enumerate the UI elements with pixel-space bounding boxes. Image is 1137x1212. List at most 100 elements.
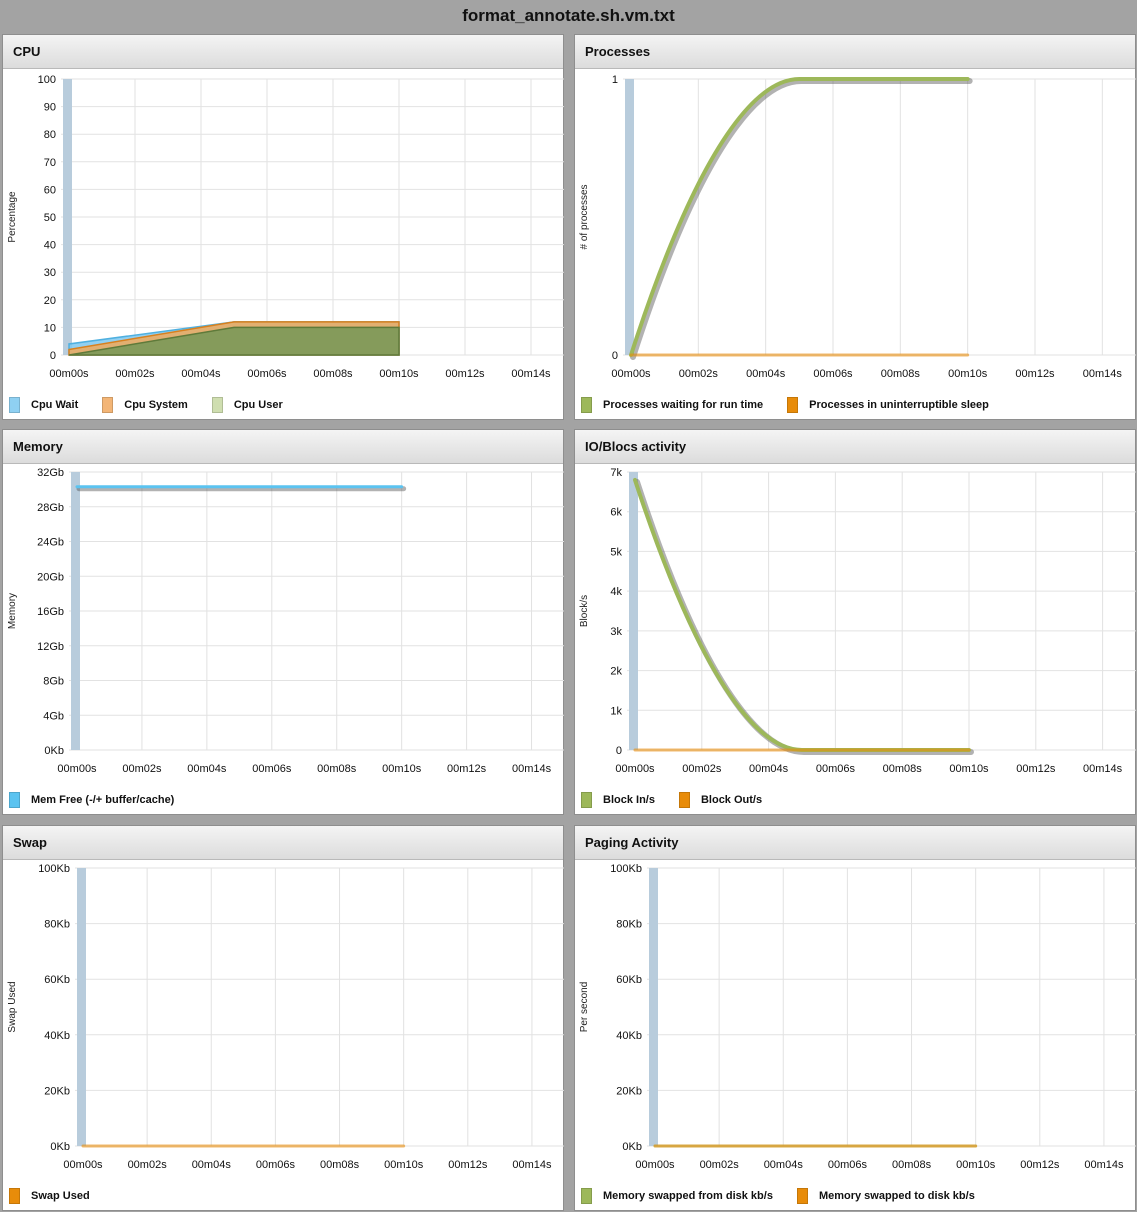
x-tick-label: 00m14s: [1084, 1159, 1124, 1171]
x-tick-label: 00m06s: [256, 1159, 296, 1171]
legend-item-swapped-from-disk: Memory swapped from disk kb/s: [581, 1188, 773, 1204]
panel-header: Swap: [3, 826, 563, 860]
panel-title: IO/Blocs activity: [585, 439, 687, 454]
x-tick-label: 00m00s: [49, 368, 89, 380]
y-tick-label: 20Kb: [616, 1085, 642, 1097]
y-tick-label: 32Gb: [37, 467, 64, 479]
paging-chart: 0Kb 20Kb 40Kb 60Kb 80Kb 100Kb 00m00s 00m02s 00m0…: [579, 863, 1136, 1171]
x-tick-label: 00m14s: [1083, 368, 1123, 380]
legend-swatch: [787, 397, 799, 413]
x-tick-label: 00m10s: [379, 368, 419, 380]
y-tick-label: 100Kb: [610, 863, 642, 875]
y-tick-label: 5k: [610, 546, 622, 558]
y-tick-label: 6k: [610, 507, 622, 519]
legend-label: Processes in uninterruptible sleep: [809, 399, 989, 411]
x-tick-label: 00m14s: [1083, 763, 1123, 775]
y-tick-label: 20Gb: [37, 571, 64, 583]
series-line: [629, 77, 970, 357]
x-tick-label: 00m14s: [511, 368, 551, 380]
legend-item-block-in: Block In/s: [581, 792, 655, 808]
x-tick-label: 00m02s: [682, 763, 722, 775]
x-tick-label: 00m04s: [181, 368, 221, 380]
processes-panel: Processes 0 1 00m00s 00m02s 00m04s 00m06s 00m0…: [574, 34, 1136, 420]
x-tick-label: 00m06s: [816, 763, 856, 775]
legend: Processes waiting for run time Processes…: [581, 396, 1013, 414]
panel-header: Memory: [3, 430, 563, 464]
panel-header: Processes: [575, 35, 1135, 69]
start-marker-bar: [71, 472, 80, 750]
memory-chart: 0Kb 4Gb 8Gb 12Gb 16Gb 20Gb 24Gb 28Gb 32Gb 00m00s 0…: [7, 467, 564, 775]
panel-header: CPU: [3, 35, 563, 69]
panel-title: Memory: [13, 439, 63, 454]
legend-swatch: [211, 397, 223, 413]
x-tick-label: 00m10s: [382, 763, 422, 775]
x-tick-label: 00m14s: [512, 1159, 552, 1171]
y-tick-label: 28Gb: [37, 502, 64, 514]
x-tick-label: 00m08s: [892, 1159, 932, 1171]
start-marker-bar: [63, 79, 72, 355]
x-tick-label: 00m08s: [313, 368, 353, 380]
y-tick-label: 20Kb: [44, 1085, 70, 1097]
panel-title: CPU: [13, 44, 41, 59]
legend-item-cpu-wait: Cpu Wait: [9, 397, 78, 413]
legend-swatch: [9, 397, 20, 413]
y-tick-label: 16Gb: [37, 606, 64, 618]
legend-swatch: [9, 1188, 20, 1204]
legend-label: Block In/s: [603, 794, 655, 806]
legend-item-run-time: Processes waiting for run time: [581, 397, 763, 413]
x-tick-label: 00m04s: [764, 1159, 804, 1171]
start-marker-bar: [649, 868, 658, 1146]
x-tick-label: 00m08s: [320, 1159, 360, 1171]
x-tick-label: 00m10s: [384, 1159, 424, 1171]
x-tick-label: 00m10s: [956, 1159, 996, 1171]
x-tick-label: 00m06s: [828, 1159, 868, 1171]
x-tick-label: 00m08s: [883, 763, 923, 775]
panel-title: Processes: [585, 44, 651, 59]
x-tick-label: 00m12s: [447, 763, 487, 775]
io-chart: 0 1k 2k 3k 4k 5k 6k 7k 00m00s 00m02s 00m04s 00m06s 0…: [579, 467, 1136, 775]
y-tick-label: 80Kb: [616, 919, 642, 931]
legend-swatch: [678, 792, 690, 808]
legend-item-swapped-to-disk: Memory swapped to disk kb/s: [796, 1188, 975, 1204]
y-tick-label: 0Kb: [50, 1141, 70, 1153]
swap-chart: 0Kb 20Kb 40Kb 60Kb 80Kb 100Kb 00m00s 00m02s 00m0…: [7, 863, 564, 1171]
legend-item-cpu-system: Cpu System: [102, 397, 188, 413]
panel-title: Swap: [13, 835, 47, 850]
x-tick-label: 00m10s: [948, 368, 988, 380]
y-tick-label: 50: [44, 212, 56, 224]
y-axis-title: Memory: [7, 593, 18, 629]
y-tick-label: 70: [44, 157, 56, 169]
y-axis-title: # of processes: [579, 184, 590, 249]
x-tick-label: 00m00s: [615, 763, 655, 775]
y-tick-label: 0: [50, 350, 56, 362]
x-tick-label: 00m06s: [247, 368, 287, 380]
legend: Memory swapped from disk kb/s Memory swa…: [581, 1187, 999, 1205]
legend-item-swap-used: Swap Used: [9, 1188, 90, 1204]
y-axis-title: Swap Used: [7, 981, 18, 1032]
series-area: [68, 326, 400, 356]
legend-label: Cpu User: [233, 399, 283, 411]
legend-label: Block Out/s: [700, 794, 763, 806]
x-tick-label: 00m02s: [679, 368, 719, 380]
x-tick-label: 00m04s: [749, 763, 789, 775]
y-tick-label: 60Kb: [616, 974, 642, 986]
y-tick-label: 10: [44, 322, 56, 334]
x-tick-label: 00m04s: [192, 1159, 232, 1171]
legend-label: Memory swapped from disk kb/s: [603, 1190, 773, 1202]
y-tick-label: 7k: [610, 467, 622, 479]
start-marker-bar: [77, 868, 86, 1146]
cpu-chart: 0 10 20 30 40 50 60 70 80 90 100 00m00s 00m02s 00m04s…: [7, 74, 564, 380]
legend-item-block-out: Block Out/s: [678, 792, 763, 808]
y-tick-label: 100: [38, 74, 56, 86]
legend-swatch: [102, 397, 114, 413]
y-tick-label: 100Kb: [38, 863, 70, 875]
y-tick-label: 60Kb: [44, 974, 70, 986]
series-line: [633, 477, 971, 752]
panel-title: Paging Activity: [585, 835, 679, 850]
legend-swatch: [581, 1188, 592, 1204]
x-tick-label: 00m00s: [57, 763, 97, 775]
legend: Swap Used: [9, 1187, 114, 1205]
x-tick-label: 00m02s: [115, 368, 155, 380]
legend-swatch: [796, 1188, 808, 1204]
x-tick-label: 00m06s: [252, 763, 292, 775]
